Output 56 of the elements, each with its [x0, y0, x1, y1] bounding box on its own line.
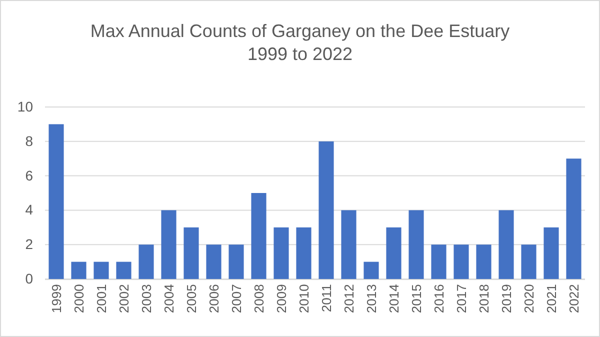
- x-tick-label: 2005: [184, 284, 199, 314]
- x-tick-label: 2009: [274, 284, 289, 314]
- x-tick-label: 2000: [71, 284, 86, 314]
- bar: [296, 227, 312, 279]
- x-tick-label: 2019: [498, 284, 514, 314]
- bar: [544, 227, 559, 279]
- x-tick-label: 2015: [408, 284, 424, 314]
- y-tick-label: 6: [25, 167, 34, 184]
- bar: [341, 210, 356, 279]
- bar: [94, 262, 109, 279]
- bar: [431, 244, 446, 279]
- bar: [364, 262, 379, 279]
- x-tick-label: 2021: [544, 284, 559, 314]
- bar: [521, 244, 536, 279]
- bar: [206, 244, 222, 279]
- y-tick-label: 0: [25, 270, 34, 286]
- bar: [71, 262, 86, 279]
- x-tick-label: 2020: [521, 284, 536, 314]
- x-tick-label: 2010: [296, 284, 312, 314]
- x-tick-label: 2006: [206, 284, 222, 314]
- x-tick-label: 2012: [341, 284, 356, 314]
- x-tick-label: 2007: [228, 284, 244, 314]
- x-tick-label: 2002: [116, 284, 132, 314]
- x-tick-label: 2001: [94, 284, 109, 314]
- chart-title: Max Annual Counts of Garganey on the Dee Estuary: [90, 21, 510, 41]
- bar: [476, 244, 492, 279]
- bar: [116, 262, 132, 279]
- chart-subtitle: 1999 to 2022: [247, 44, 353, 64]
- x-tick-label: 2008: [251, 284, 266, 314]
- y-tick-label: 2: [25, 236, 34, 252]
- x-tick-label: 2022: [566, 284, 582, 314]
- bar: [161, 210, 176, 279]
- x-tick-label: 1999: [48, 284, 64, 314]
- bar: [566, 158, 582, 279]
- x-tick-label: 2004: [161, 284, 176, 314]
- x-tick-label: 2003: [138, 284, 154, 314]
- x-tick-label: 2016: [431, 284, 446, 314]
- x-tick-label: 2014: [386, 284, 402, 314]
- bar: [138, 244, 154, 279]
- x-tick-label: 2011: [318, 284, 334, 312]
- x-tick-label: 2017: [454, 284, 469, 314]
- y-tick-label: 10: [17, 98, 34, 114]
- bar: [498, 210, 514, 279]
- bar: [251, 193, 266, 279]
- bar: [184, 227, 199, 279]
- bar: [228, 244, 244, 279]
- bar: [454, 244, 469, 279]
- bar: [386, 227, 402, 279]
- bar: [318, 141, 334, 279]
- y-tick-label: 4: [25, 202, 34, 218]
- bar: [274, 227, 289, 279]
- bar: [48, 124, 64, 279]
- bar: [408, 210, 424, 279]
- y-tick-label: 8: [25, 132, 34, 149]
- x-tick-label: 2018: [476, 284, 492, 314]
- x-tick-label: 2013: [364, 284, 379, 314]
